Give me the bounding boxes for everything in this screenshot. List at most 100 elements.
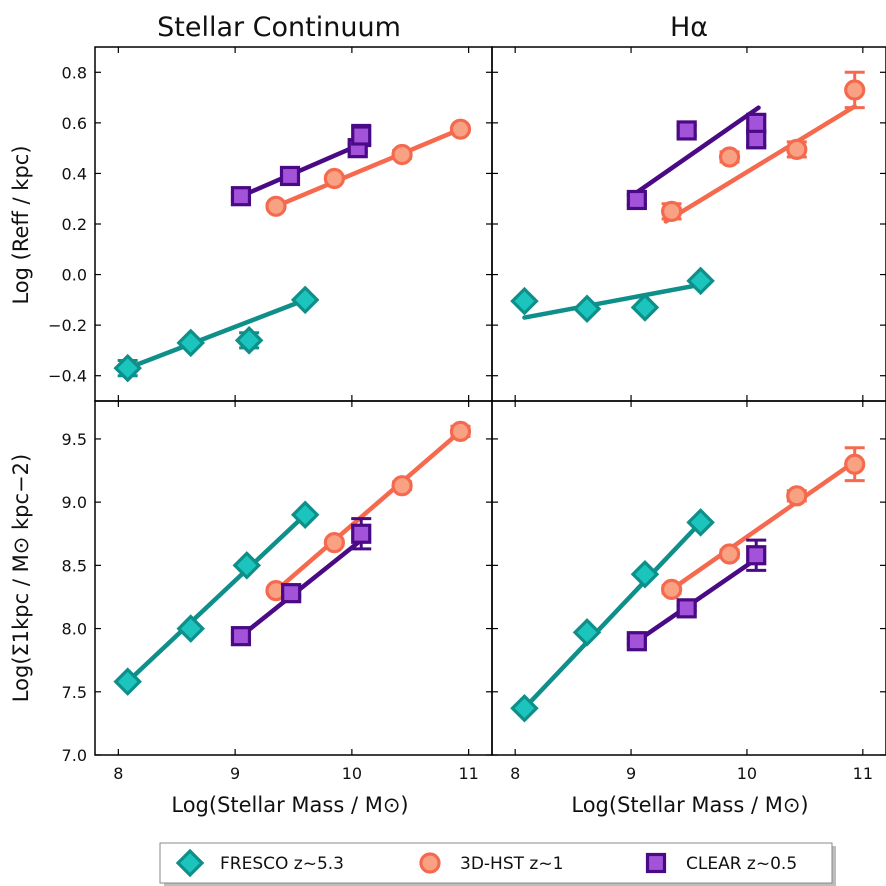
data-point-fresco bbox=[630, 293, 660, 322]
legend-label: CLEAR z~0.5 bbox=[686, 854, 797, 874]
fit-line-hst bbox=[273, 429, 463, 593]
data-point-clear bbox=[279, 165, 301, 187]
series-clear bbox=[626, 105, 767, 211]
data-point-fresco bbox=[686, 266, 715, 296]
data-point-clear bbox=[626, 189, 647, 211]
data-point-hst bbox=[323, 531, 345, 554]
xtick-label: 9 bbox=[626, 764, 636, 783]
data-point-hst bbox=[786, 138, 808, 161]
ytick-label: 0.4 bbox=[62, 164, 87, 183]
ylabel-top: Log (Reff / kpc) bbox=[9, 145, 33, 304]
ytick-label: 0.8 bbox=[62, 63, 87, 82]
data-point-fresco bbox=[290, 285, 320, 315]
data-point-hst bbox=[265, 195, 287, 217]
data-point-hst bbox=[449, 420, 472, 442]
data-point-fresco bbox=[176, 614, 206, 643]
ytick-label: 7.5 bbox=[62, 683, 87, 702]
data-point-fresco bbox=[572, 618, 602, 647]
ytick-label: 9.5 bbox=[62, 430, 87, 449]
legend-entry-hst: 3D-HST z~1 bbox=[419, 852, 563, 874]
legend-entry-clear: CLEAR z~0.5 bbox=[645, 852, 797, 874]
ylabel-bottom: Log(Σ1kpc / M⊙ kpc−2) bbox=[9, 454, 33, 702]
legend: FRESCO z~5.3 3D-HST z~1 CLEAR z~0.5 bbox=[159, 842, 836, 886]
series-hst bbox=[661, 446, 866, 600]
legend-marker-fresco bbox=[175, 848, 205, 878]
xtick-label: 10 bbox=[737, 764, 757, 783]
ytick-label: 8.0 bbox=[62, 620, 87, 639]
panel-halpha-reff bbox=[491, 46, 886, 402]
series-clear bbox=[230, 123, 372, 207]
panel-frame bbox=[491, 46, 886, 402]
ytick-label: −0.4 bbox=[48, 367, 87, 386]
ytick-label: 7.0 bbox=[62, 746, 87, 765]
data-point-fresco bbox=[510, 693, 539, 723]
data-point-fresco bbox=[686, 508, 715, 537]
data-point-fresco bbox=[113, 353, 142, 383]
legend-marker-hst bbox=[419, 852, 441, 874]
fit-line-hst bbox=[663, 104, 857, 224]
series-fresco bbox=[510, 508, 715, 723]
data-point-clear bbox=[746, 112, 767, 133]
data-point-hst bbox=[391, 143, 413, 166]
data-point-hst bbox=[844, 79, 866, 101]
xtick-label: 11 bbox=[853, 764, 873, 783]
panel-frame bbox=[491, 400, 886, 756]
data-point-clear bbox=[351, 125, 372, 146]
legend-label: FRESCO z~5.3 bbox=[220, 854, 344, 874]
panel-title-halpha: Hα bbox=[670, 12, 708, 43]
data-point-hst bbox=[323, 167, 345, 190]
ytick-label: 0.6 bbox=[62, 114, 87, 133]
data-point-hst bbox=[786, 485, 808, 507]
ytick-label: 9.0 bbox=[62, 493, 87, 512]
data-point-hst bbox=[661, 200, 683, 222]
data-point-clear bbox=[626, 631, 647, 652]
fit-line-hst bbox=[669, 459, 857, 592]
series-hst bbox=[265, 118, 472, 217]
ytick-label: 0.0 bbox=[62, 266, 87, 285]
xtick-label: 11 bbox=[458, 764, 478, 783]
ytick-label: 0.2 bbox=[62, 215, 87, 234]
data-point-clear bbox=[230, 626, 252, 647]
xtick-label: 10 bbox=[342, 764, 362, 783]
series-hst bbox=[661, 70, 866, 224]
panel-stellar-sigma: 8 9 10 11 7.0 7.5 8.0 8.5 9.0 9.5 bbox=[62, 400, 493, 783]
panel-stellar-reff: −0.4 −0.2 0.0 0.2 0.4 0.6 0.8 bbox=[48, 46, 493, 402]
data-point-hst bbox=[718, 543, 741, 565]
legend-box bbox=[159, 842, 833, 884]
ytick-label: 8.5 bbox=[62, 556, 87, 575]
series-fresco bbox=[510, 266, 715, 323]
ytick-label: −0.2 bbox=[48, 316, 87, 335]
data-point-fresco bbox=[630, 559, 660, 589]
data-point-hst bbox=[449, 118, 472, 140]
data-point-fresco bbox=[290, 500, 320, 530]
fit-line-fresco bbox=[125, 297, 308, 371]
data-point-hst bbox=[391, 475, 413, 497]
data-point-fresco bbox=[232, 551, 262, 580]
series-fresco bbox=[113, 500, 320, 696]
data-point-clear bbox=[281, 583, 302, 604]
data-point-fresco bbox=[572, 294, 602, 323]
data-point-clear bbox=[351, 523, 372, 544]
xlabel-left: Log(Stellar Mass / M⊙) bbox=[171, 793, 408, 817]
panel-frame bbox=[94, 46, 493, 402]
fit-line-fresco bbox=[522, 282, 703, 320]
series-clear bbox=[230, 517, 372, 647]
series-fresco bbox=[113, 285, 320, 383]
fit-line-hst bbox=[273, 126, 463, 209]
data-point-fresco bbox=[510, 286, 539, 316]
data-point-clear bbox=[746, 129, 767, 150]
data-point-hst bbox=[718, 146, 741, 168]
data-point-clear bbox=[230, 186, 252, 207]
panel-title-stellar: Stellar Continuum bbox=[157, 12, 401, 43]
data-point-clear bbox=[676, 598, 697, 619]
data-point-clear bbox=[676, 120, 697, 141]
xtick-label: 8 bbox=[510, 764, 520, 783]
data-point-fresco bbox=[234, 326, 264, 355]
fit-line-fresco bbox=[125, 512, 308, 684]
data-point-fresco bbox=[176, 328, 206, 358]
data-point-hst bbox=[661, 578, 683, 600]
xtick-label: 9 bbox=[230, 764, 240, 783]
xtick-label: 8 bbox=[113, 764, 123, 783]
panel-halpha-sigma: 8 9 10 11 bbox=[491, 400, 886, 783]
